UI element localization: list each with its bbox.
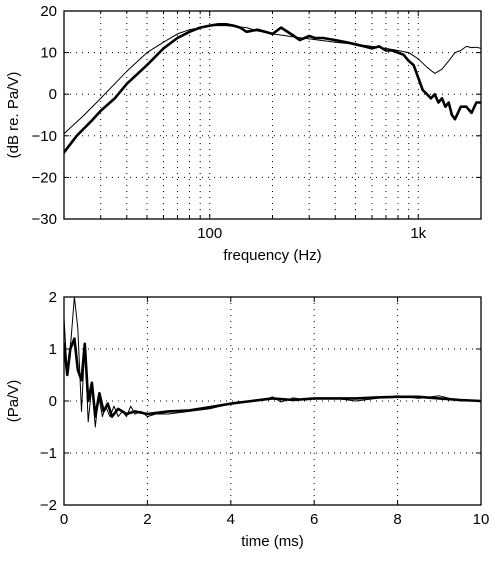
x-tick-label: 4 [227,511,235,528]
plot-frame [63,296,482,506]
x-tick-label: 100 [197,225,222,242]
y-axis-label: (Pa/V) [5,380,22,423]
y-axis-label: (dB re. Pa/V) [5,72,22,159]
series-line-thick [64,23,481,154]
x-axis-label: frequency (Hz) [223,247,321,264]
y-tick-label: 1 [49,341,57,358]
x-tick-label: 6 [310,511,318,528]
y-tick-label: −10 [32,128,57,145]
x-tick-label: 10 [473,511,490,528]
x-tick-label: 8 [393,511,401,528]
y-tick-label: 0 [49,393,57,410]
x-tick-label: 1k [410,225,426,242]
y-tick-label: 20 [40,3,57,20]
series-line-thin [64,25,481,135]
x-axis-label: time (ms) [241,533,304,550]
y-tick-label: 0 [49,86,57,103]
impulse-response-panel: 0 2 4 6 8 10 −2 −1 0 1 2 time (ms) (Pa/V) [5,289,489,550]
y-tick-label: −1 [40,445,57,462]
series-line-thin [64,297,481,428]
y-tick-label: 10 [40,45,57,62]
y-tick-label: −20 [32,169,57,186]
series-line-thick [64,337,481,418]
x-tick-label: 2 [143,511,151,528]
x-tick-label: 0 [60,511,68,528]
y-tick-label: −2 [40,497,57,514]
frequency-response-panel: 100 1k −30 −20 −10 0 10 20 frequency (Hz) (dB re.… [5,3,482,264]
plot-frame [63,10,482,220]
y-tick-label: 2 [49,289,57,306]
y-tick-label: −30 [32,211,57,228]
